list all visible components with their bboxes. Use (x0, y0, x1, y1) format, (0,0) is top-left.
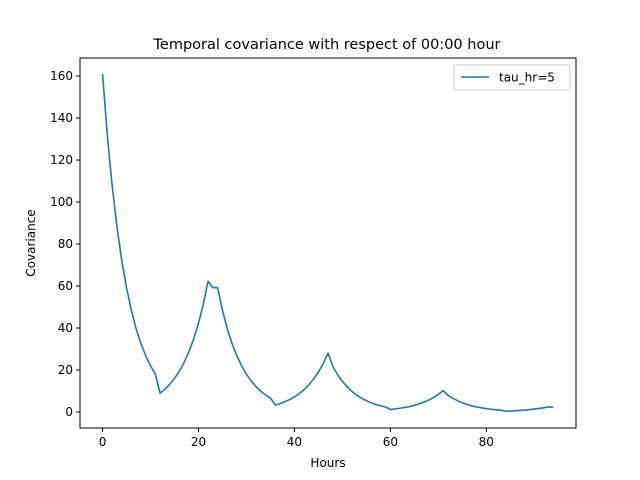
legend: tau_hr=5 (453, 64, 571, 91)
chart-title: Temporal covariance with respect of 00:0… (153, 37, 501, 53)
y-tick-label: 60 (58, 279, 73, 293)
y-tick-label: 100 (50, 195, 73, 209)
y-tick-label: 0 (65, 405, 73, 419)
plot-area (80, 58, 576, 428)
x-tick-label: 60 (383, 435, 398, 449)
legend-box (453, 64, 571, 91)
x-tick-label: 40 (287, 435, 302, 449)
y-tick-label: 40 (58, 321, 73, 335)
y-tick-label: 120 (50, 153, 73, 167)
y-tick-label: 20 (58, 363, 73, 377)
y-tick-label: 140 (50, 111, 73, 125)
x-axis: 0 20 40 60 80 (99, 428, 494, 449)
x-tick-label: 0 (99, 435, 107, 449)
y-axis-label: Covariance (24, 209, 38, 276)
y-tick-label: 160 (50, 69, 73, 83)
plot-frame (79, 57, 577, 429)
x-axis-label: Hours (310, 456, 345, 470)
x-tick-label: 80 (479, 435, 494, 449)
legend-label-tau-hr-5: tau_hr=5 (499, 71, 555, 85)
y-tick-label: 80 (58, 237, 73, 251)
series-line-tau-hr-5 (101, 73, 554, 412)
x-tick-label: 20 (191, 435, 206, 449)
y-axis: 0 20 40 60 80 100 120 140 160 (50, 69, 80, 419)
